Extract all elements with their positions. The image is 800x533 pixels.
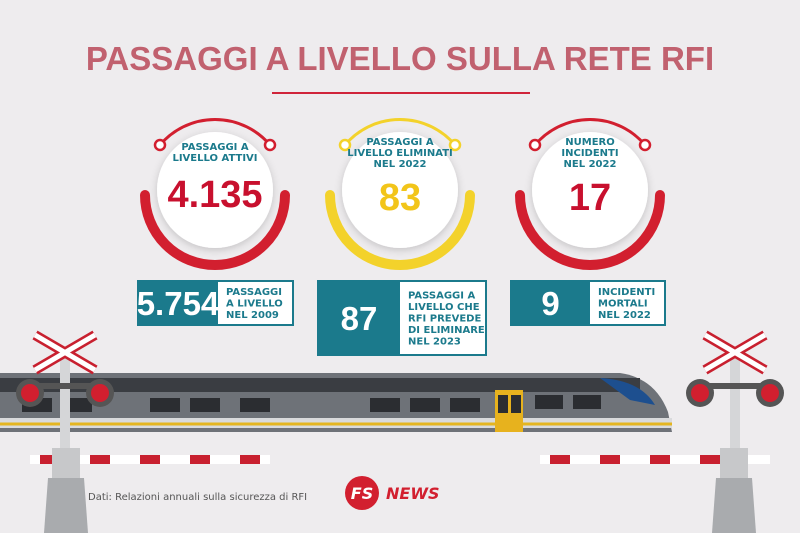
stat-label: LIVELLO ELIMINATI bbox=[347, 148, 453, 159]
stat-value: 4.135 bbox=[167, 174, 262, 216]
box-label: MORTALI bbox=[598, 299, 648, 310]
ring-bottom bbox=[515, 190, 665, 270]
title: PASSAGGI A LIVELLO SULLA RETE RFI bbox=[86, 40, 714, 77]
ring-end bbox=[338, 138, 352, 152]
ring-end bbox=[528, 138, 542, 152]
box-value-bg bbox=[511, 281, 590, 325]
box-label: NEL 2023 bbox=[408, 337, 461, 348]
train bbox=[0, 373, 672, 432]
box-value: 87 bbox=[341, 300, 378, 337]
stat-label: NEL 2022 bbox=[564, 159, 617, 170]
circle-bg bbox=[157, 132, 273, 248]
logo-news: NEWS bbox=[386, 484, 440, 503]
box-label: DI ELIMINARE bbox=[408, 325, 485, 336]
box-label: PASSAGGI bbox=[226, 287, 282, 298]
box-label: RFI PREVEDE bbox=[408, 314, 481, 325]
circle-bg bbox=[342, 132, 458, 248]
stat-label: PASSAGGI A bbox=[366, 137, 433, 148]
box-label: A LIVELLO bbox=[226, 299, 283, 310]
stat-label: PASSAGGI A bbox=[181, 142, 248, 153]
box-label: LIVELLO CHE bbox=[408, 302, 480, 313]
ring-top bbox=[533, 117, 647, 146]
ring-end bbox=[263, 138, 277, 152]
logo-fs: FS bbox=[351, 484, 373, 503]
stat-label: NEL 2022 bbox=[374, 159, 427, 170]
ring-end bbox=[153, 138, 167, 152]
box-label: NEL 2022 bbox=[598, 310, 651, 321]
source: Dati: Relazioni annuali sulla sicurezza … bbox=[88, 492, 307, 503]
ring-bottom bbox=[325, 190, 475, 270]
crossing-left bbox=[16, 330, 270, 533]
stat-label: INCIDENTI bbox=[561, 148, 618, 159]
box-label: INCIDENTI bbox=[598, 287, 655, 298]
box-label: NEL 2009 bbox=[226, 310, 279, 321]
ring-end bbox=[448, 138, 462, 152]
box-value-bg bbox=[138, 281, 218, 325]
crossing-right bbox=[540, 330, 784, 533]
ring-top bbox=[158, 117, 272, 146]
ring-bottom bbox=[140, 190, 290, 270]
ring-top bbox=[343, 117, 457, 146]
stat-label: NUMERO bbox=[565, 137, 614, 148]
box-label: PASSAGGI A bbox=[408, 290, 475, 301]
logo: FS NEWS bbox=[345, 476, 440, 510]
ring-end bbox=[638, 138, 652, 152]
box-value-bg bbox=[318, 281, 400, 355]
circle-bg bbox=[532, 132, 648, 248]
box-value: 9 bbox=[541, 285, 559, 322]
stat-value: 17 bbox=[569, 177, 611, 219]
box-value: 5.754 bbox=[137, 285, 220, 322]
stat-label: LIVELLO ATTIVI bbox=[172, 153, 257, 164]
stat-value: 83 bbox=[379, 177, 421, 219]
